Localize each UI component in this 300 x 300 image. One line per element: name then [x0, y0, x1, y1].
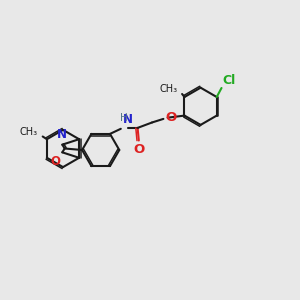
Text: N: N [57, 128, 67, 141]
Text: CH₃: CH₃ [160, 84, 178, 94]
Text: CH₃: CH₃ [19, 127, 37, 137]
Text: Cl: Cl [222, 74, 236, 87]
Text: O: O [165, 111, 176, 124]
Text: H: H [120, 113, 128, 123]
Text: N: N [123, 113, 133, 126]
Text: O: O [134, 142, 145, 156]
Text: O: O [51, 155, 61, 168]
